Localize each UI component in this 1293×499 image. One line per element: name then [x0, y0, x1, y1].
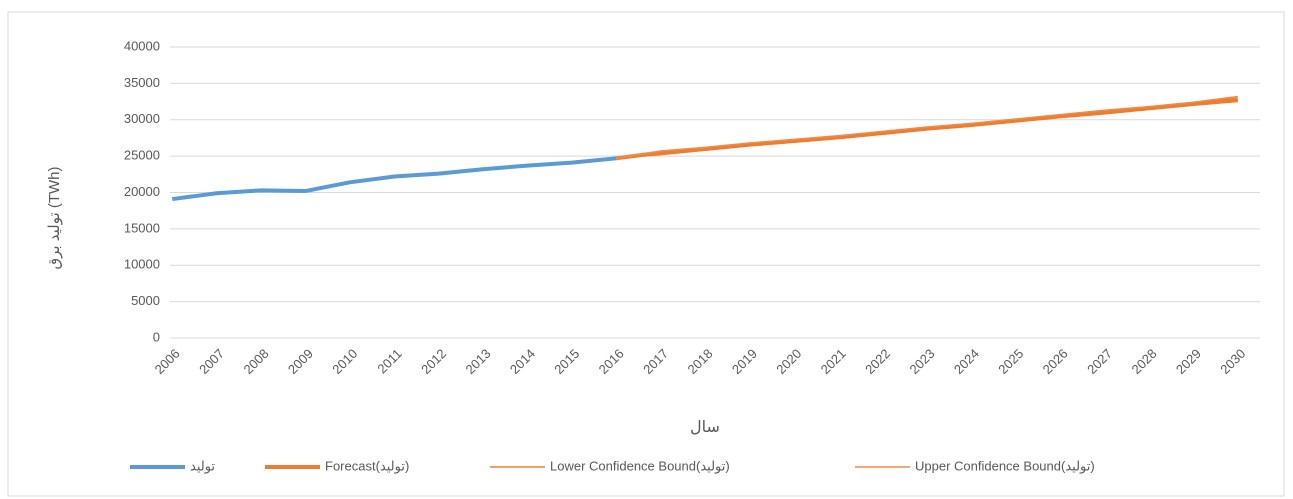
legend-label: Lower Confidence Bound(تولید): [550, 458, 730, 474]
y-tick-label: 30000: [124, 111, 160, 126]
y-tick-label: 20000: [124, 184, 160, 199]
y-axis-label: تولید برق (TWh): [46, 167, 63, 270]
y-tick-label: 25000: [124, 148, 160, 163]
series-line: [616, 100, 1238, 160]
series-line: [615, 97, 1238, 161]
x-axis-label: سال: [690, 419, 720, 436]
series-line: [171, 156, 617, 202]
legend-label: Forecast(تولید): [325, 458, 409, 474]
series-line: [616, 95, 1238, 160]
y-tick-label: 10000: [124, 257, 160, 272]
y-tick-label: 35000: [124, 75, 160, 90]
y-tick-label: 0: [153, 329, 160, 344]
legend-label: Upper Confidence Bound(تولید): [915, 458, 1095, 474]
legend-label: تولید: [190, 458, 215, 474]
y-tick-label: 5000: [131, 293, 160, 308]
chart-frame: [7, 11, 1285, 497]
y-tick-label: 15000: [124, 220, 160, 235]
y-tick-label: 40000: [124, 38, 160, 53]
